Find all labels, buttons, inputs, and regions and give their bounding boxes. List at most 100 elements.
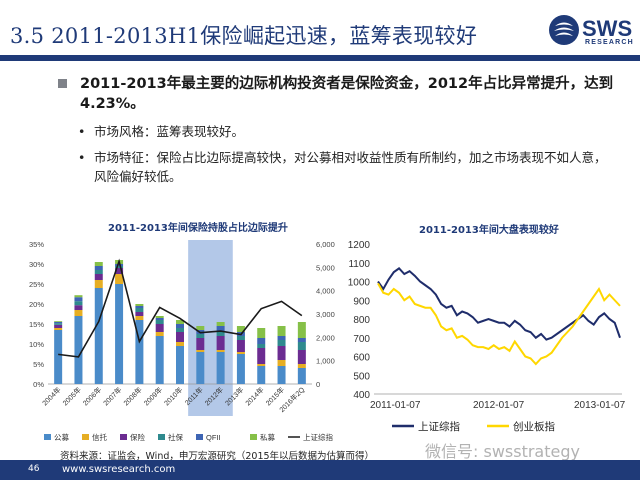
bar-segment-社保 — [297, 342, 306, 350]
bar-segment-社保 — [196, 334, 205, 338]
bar-segment-公募 — [74, 316, 83, 384]
bar-segment-公募 — [94, 288, 103, 384]
bar-segment-保险 — [196, 338, 205, 350]
square-bullet-icon — [58, 79, 67, 88]
x-tick-label: 2014年 — [243, 385, 265, 407]
x-tick-label: 2011-01-07 — [370, 400, 421, 411]
y-tick-label: 10% — [29, 340, 44, 349]
y-tick-label: 15% — [29, 320, 44, 329]
x-tick-label: 2006年 — [81, 385, 103, 407]
bar-segment-信托 — [155, 332, 164, 336]
bar-segment-私募 — [257, 328, 266, 338]
website-link[interactable]: www.swsresearch.com — [62, 464, 176, 475]
y-tick-label: 600 — [353, 353, 370, 364]
bar-segment-保险 — [115, 268, 124, 274]
y-tick-label: 700 — [353, 334, 370, 345]
x-tick-label: 2010年 — [162, 385, 184, 407]
bar-segment-QFII — [216, 326, 225, 332]
bar-segment-QFII — [94, 266, 103, 270]
legend-label-创业板指: 创业板指 — [513, 420, 555, 433]
bar-segment-公募 — [196, 352, 205, 384]
bar-segment-保险 — [54, 324, 63, 328]
y2-tick-label: 5,000 — [316, 263, 335, 272]
bar-segment-社保 — [155, 320, 164, 324]
main-bullet-text: 2011-2013年最主要的边际机构投资者是保险资金，2012年占比异常提升，达… — [80, 76, 614, 112]
bar-segment-公募 — [155, 336, 164, 384]
y2-tick-label: 6,000 — [316, 240, 335, 249]
bar-segment-公募 — [115, 284, 124, 384]
bar-segment-公募 — [236, 354, 245, 384]
legend-swatch-信托 — [82, 434, 89, 440]
bar-segment-社保 — [135, 308, 144, 312]
bar-segment-私募 — [74, 295, 83, 298]
bar-segment-信托 — [176, 342, 184, 346]
legend-label-公募: 公募 — [54, 432, 69, 442]
chart2-title: 2011-2013年间大盘表现较好 — [419, 225, 559, 236]
legend-swatch-私募 — [250, 434, 257, 440]
bar-segment-QFII — [257, 338, 266, 344]
bar-segment-社保 — [115, 266, 124, 268]
bar-segment-社保 — [74, 301, 83, 306]
y2-tick-label: 3,000 — [316, 310, 335, 319]
legend-swatch-QFII — [196, 434, 203, 440]
bar-segment-保险 — [257, 348, 266, 364]
y-tick-label: 0% — [33, 380, 44, 389]
legend-label-私募: 私募 — [260, 432, 275, 442]
x-tick-label: 2008年 — [121, 385, 143, 407]
footer-bar — [0, 460, 640, 480]
bar-segment-私募 — [196, 326, 205, 330]
legend-label-信托: 信托 — [92, 432, 107, 442]
legend-swatch-社保 — [158, 434, 165, 440]
highlight-band — [188, 240, 233, 416]
bar-segment-保险 — [236, 340, 245, 352]
bar-segment-信托 — [115, 274, 124, 284]
y2-tick-label: 1,000 — [316, 357, 335, 366]
bullet-dot: • — [78, 124, 86, 139]
y-tick-label: 20% — [29, 300, 44, 309]
holdings-chart: 0% 5% 10% 15% 20% 25% 30% 35% 0 1,000 2,000 3,000 4,… — [29, 240, 335, 442]
bar-segment-QFII — [115, 264, 124, 266]
bar-segment-私募 — [135, 304, 144, 306]
bar-segment-社保 — [236, 336, 245, 340]
bar-segment-私募 — [297, 322, 306, 338]
bar-segment-信托 — [277, 360, 286, 366]
bar-segment-信托 — [216, 350, 225, 352]
bar-segment-公募 — [257, 366, 266, 384]
bar-segment-QFII — [155, 318, 164, 320]
sws-logo-icon — [549, 15, 579, 45]
bar-segment-信托 — [236, 352, 245, 354]
bar-segment-QFII — [54, 322, 63, 324]
title-rule — [0, 55, 640, 61]
line-创业板指 — [377, 282, 621, 366]
sub-bullet-features: • 市场特征：保险占比边际提高较快，对公募相对收益性质有所制约，加之市场表现不如… — [78, 148, 616, 186]
y-tick-label: 1200 — [348, 240, 371, 251]
bar-segment-QFII — [176, 324, 184, 328]
y2-tick-label: 4,000 — [316, 287, 335, 296]
bar-segment-社保 — [94, 270, 103, 274]
bar-segment-保险 — [74, 305, 83, 310]
bar-segment-保险 — [277, 346, 286, 360]
main-bullet: 2011-2013年最主要的边际机构投资者是保险资金，2012年占比异常提升，达… — [58, 74, 628, 114]
bar-segment-保险 — [297, 350, 306, 364]
bar-segment-公募 — [135, 320, 144, 384]
bar-segment-QFII — [297, 338, 306, 342]
bar-segment-私募 — [54, 321, 63, 322]
x-tick-label: 2005年 — [61, 385, 83, 407]
page-title: 3.5 2011-2013H1保险崛起迅速，蓝筹表现较好 — [10, 24, 478, 48]
bar-segment-私募 — [94, 262, 103, 266]
bullet-dot: • — [78, 150, 86, 165]
legend-label-保险: 保险 — [130, 432, 145, 442]
bar-segment-公募 — [297, 368, 306, 384]
bar-segment-保险 — [176, 332, 184, 342]
bar-segment-社保 — [277, 340, 286, 346]
y-tick-label: 900 — [353, 296, 370, 307]
bar-segment-QFII — [277, 336, 286, 340]
source-note: 资料来源：证监会，Wind，申万宏源研究（2015年以后数据为估算而得） — [60, 451, 375, 462]
bar-segment-保险 — [216, 336, 225, 350]
wechat-watermark: 微信号: swsstrategy — [425, 442, 580, 461]
x-tick-label: 2007年 — [101, 385, 123, 407]
sub-bullet-text: 市场特征：保险占比边际提高较快，对公募相对收益性质有所制约，加之市场表现不如人意… — [94, 150, 607, 184]
sub-bullet-style: • 市场风格：蓝筹表现较好。 — [78, 122, 614, 141]
logo-text: SWS — [582, 16, 633, 41]
sws-logo: SWS RESEARCH — [548, 12, 633, 48]
